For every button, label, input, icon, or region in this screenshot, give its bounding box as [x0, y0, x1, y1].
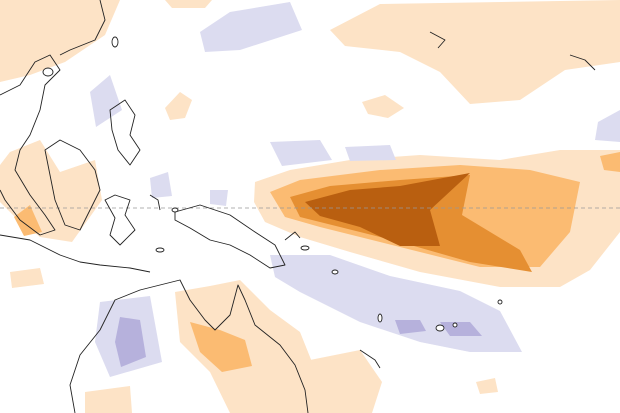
positive-anomaly-extreme — [305, 173, 470, 246]
islands — [42, 36, 503, 332]
coastlines — [0, 0, 596, 413]
negative-anomaly-medium — [115, 317, 482, 367]
